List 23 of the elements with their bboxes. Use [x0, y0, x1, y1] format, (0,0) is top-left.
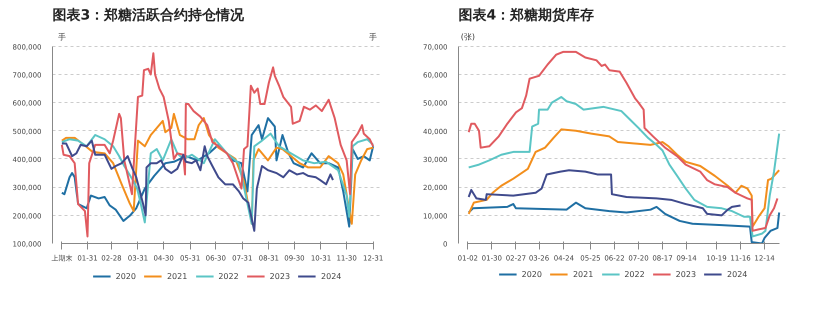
line-series [468, 50, 778, 232]
y-axis-title: 手 [58, 32, 66, 42]
legend-label: 2024 [727, 269, 748, 279]
legend-label: 2021 [166, 271, 188, 281]
legend-label: 2022 [624, 269, 645, 279]
line-series [468, 128, 780, 228]
y2-axis-title: 手 [369, 32, 378, 42]
legend-label: 2022 [218, 271, 239, 281]
legend-label: 2023 [270, 271, 290, 281]
line-series [60, 132, 374, 225]
line-series [60, 140, 334, 232]
legend-label: 2021 [572, 269, 594, 279]
y-axis-title: (张) [460, 32, 475, 42]
chart-title: 图表3：郑糖活跃合约持仓情况 [52, 6, 246, 24]
legend-label: 2024 [321, 271, 342, 281]
line-series [468, 202, 780, 244]
legend-label: 2020 [116, 271, 136, 281]
line-series [468, 169, 742, 216]
legend-label: 2020 [522, 269, 542, 279]
legend-label: 2023 [676, 269, 696, 279]
chart-title: 图表4：郑糖期货库存 [458, 6, 594, 24]
line-series [468, 96, 780, 238]
line-series [60, 52, 374, 238]
